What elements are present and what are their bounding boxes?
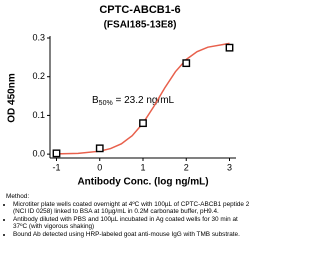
- x-tick-label: 2: [184, 162, 189, 172]
- methods-item: Antibody diluted with PBS and 100µL incu…: [13, 216, 250, 231]
- chart-title: CPTC-ABCB1-6: [99, 4, 180, 16]
- chart: CPTC-ABCB1-6 (FSAI185-13E8) Antibody Con…: [7, 4, 236, 188]
- data-point: [225, 43, 234, 52]
- data-point: [52, 149, 61, 158]
- x-tick-label: 0: [97, 162, 102, 172]
- x-tick-label: 1: [140, 162, 145, 172]
- methods-list: Microtiter plate wells coated overnight …: [6, 201, 250, 239]
- methods-heading: Method:: [6, 193, 30, 200]
- y-tick-label: 0.0: [32, 149, 45, 159]
- annotation-text: = 23.2 ng/mL: [113, 95, 175, 106]
- y-tick-label: 0.1: [32, 110, 45, 120]
- annotation: B50% = 23.2 ng/mL: [92, 95, 175, 107]
- annotation-symbol: B: [92, 95, 99, 106]
- data-point: [139, 119, 147, 128]
- y-axis-label: OD 450nm: [7, 73, 18, 123]
- y-tick-label: 0.3: [32, 32, 45, 42]
- x-tick-label: 3: [227, 162, 232, 172]
- methods-item: Microtiter plate wells coated overnight …: [13, 201, 250, 216]
- methods-item: Bound Ab detected using HRP-labeled goat…: [13, 231, 250, 239]
- data-point: [95, 144, 104, 153]
- data-point: [182, 59, 191, 68]
- x-tick-label: -1: [52, 162, 60, 172]
- page: CPTC-ABCB1-6 (FSAI185-13E8) Antibody Con…: [0, 0, 255, 264]
- chart-subtitle: (FSAI185-13E8): [104, 20, 177, 31]
- methods: Method: Microtiter plate wells coated ov…: [6, 193, 250, 239]
- y-tick-label: 0.2: [32, 71, 45, 81]
- annotation-subscript: 50%: [99, 100, 113, 107]
- x-axis-label: Antibody Conc. (log ng/mL): [77, 177, 208, 188]
